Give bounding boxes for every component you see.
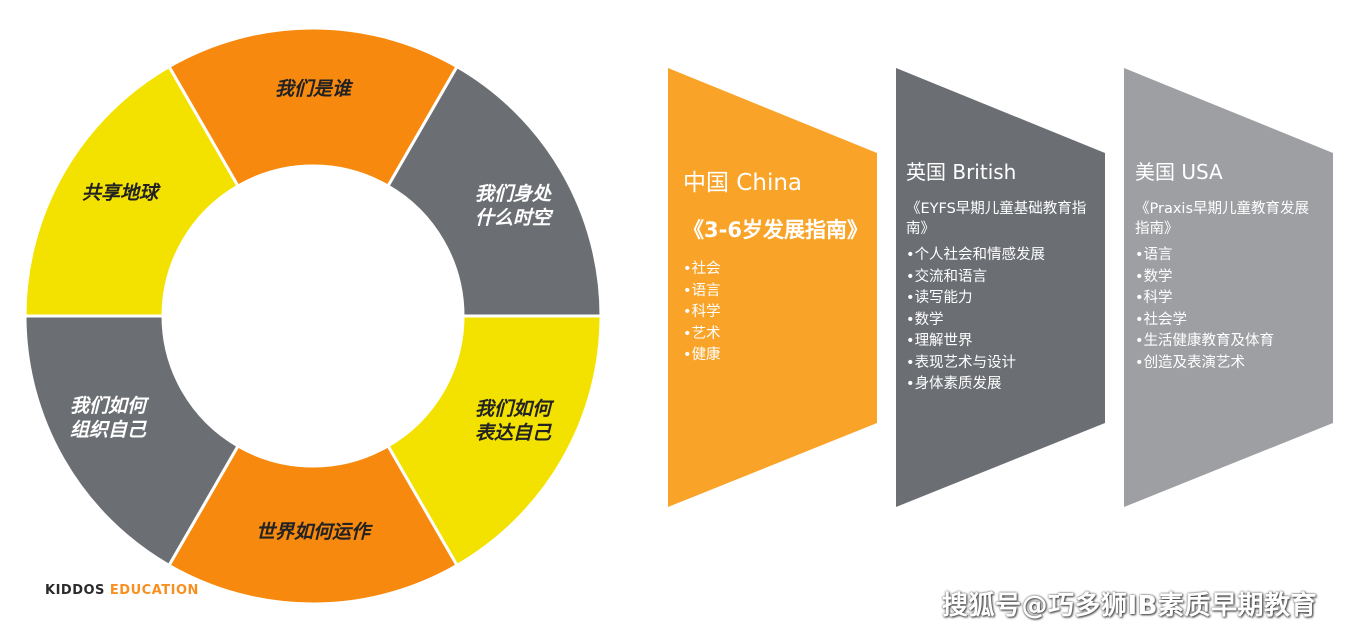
uk-list-item: 理解世界 — [906, 331, 1096, 353]
brand-logo: KIDDOS EDUCATION — [45, 583, 199, 598]
wheel-label-3: 世界如何运作 — [256, 521, 373, 543]
china-guide: 《3-6岁发展指南》 — [683, 218, 868, 242]
brand-suffix: EDUCATION — [109, 583, 199, 598]
us-list-item: 创造及表演艺术 — [1135, 353, 1315, 375]
china-list-item: 艺术 — [683, 324, 863, 346]
china-list-item: 语言 — [683, 281, 863, 303]
wheel-label-5: 共享地球 — [82, 182, 161, 204]
us-list-item: 社会学 — [1135, 310, 1315, 332]
us-list: 语言数学科学社会学生活健康教育及体育创造及表演艺术 — [1135, 245, 1315, 374]
china-panel: 中国 China 《3-6岁发展指南》 社会语言科学艺术健康 — [683, 163, 868, 367]
china-list-item: 社会 — [683, 259, 863, 281]
us-list-item: 科学 — [1135, 288, 1315, 310]
wheel-center — [163, 166, 463, 466]
wheel-label-4: 我们如何组织自己 — [70, 395, 150, 441]
uk-list: 个人社会和情感发展交流和语言读写能力数学理解世界表现艺术与设计身体素质发展 — [906, 245, 1096, 396]
us-guide: 《Praxis早期儿童教育发展指南》 — [1135, 201, 1309, 237]
wheel-label-2: 我们如何表达自己 — [475, 398, 555, 444]
uk-title: 英国 British — [906, 160, 1017, 184]
uk-guide: 《EYFS早期儿童基础教育指南》 — [906, 201, 1087, 237]
uk-panel: 英国 British 《EYFS早期儿童基础教育指南》 个人社会和情感发展交流和… — [906, 156, 1096, 396]
uk-list-item: 个人社会和情感发展 — [906, 245, 1096, 267]
uk-list-item: 读写能力 — [906, 288, 1096, 310]
wheel-label-0: 我们是谁 — [275, 78, 354, 100]
us-title: 美国 USA — [1135, 160, 1223, 184]
us-panel: 美国 USA 《Praxis早期儿童教育发展指南》 语言数学科学社会学生活健康教… — [1135, 156, 1315, 374]
china-list-item: 健康 — [683, 345, 863, 367]
brand-name: KIDDOS — [45, 583, 105, 598]
us-list-item: 生活健康教育及体育 — [1135, 331, 1315, 353]
wheel-label-1: 我们身处什么时空 — [475, 183, 554, 229]
us-list-item: 数学 — [1135, 267, 1315, 289]
uk-list-item: 交流和语言 — [906, 267, 1096, 289]
us-list-item: 语言 — [1135, 245, 1315, 267]
china-list-item: 科学 — [683, 302, 863, 324]
uk-list-item: 表现艺术与设计 — [906, 353, 1096, 375]
uk-list-item: 身体素质发展 — [906, 374, 1096, 396]
uk-list-item: 数学 — [906, 310, 1096, 332]
watermark: 搜狐号@巧多狮IB素质早期教育 — [942, 591, 1317, 621]
china-title: 中国 China — [683, 170, 803, 196]
china-list: 社会语言科学艺术健康 — [683, 259, 863, 367]
